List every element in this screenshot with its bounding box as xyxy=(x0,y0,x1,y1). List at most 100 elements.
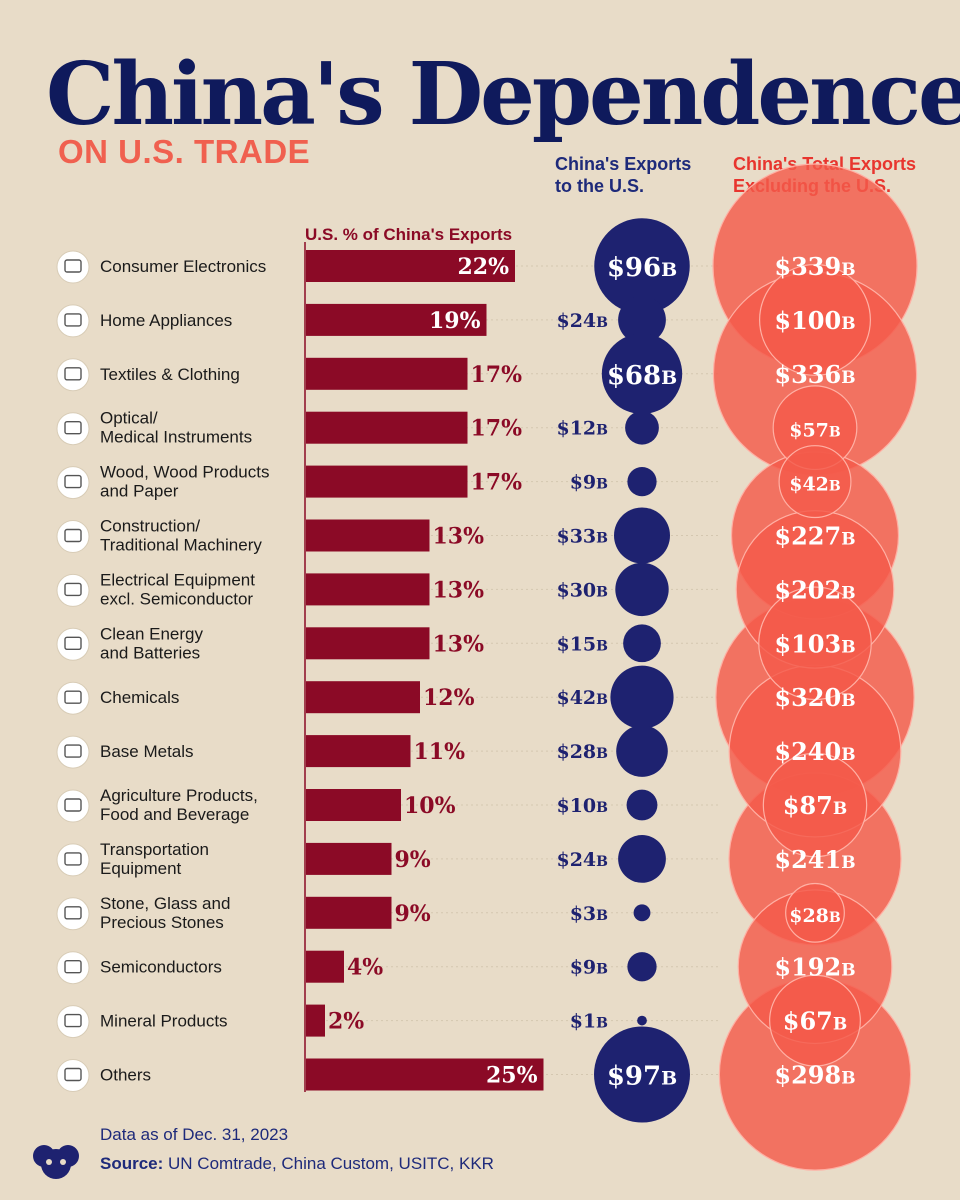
us-exports-bubble xyxy=(618,296,666,344)
total-exports-value-label: $103B xyxy=(774,629,855,658)
ex-value-labels: $339B$100B$336B$57B$42B$227B$202B$103B$3… xyxy=(774,252,855,1090)
total-exports-bubble xyxy=(759,263,871,376)
category-label: Electrical Equipment xyxy=(100,570,255,589)
total-exports-value-label: $28B xyxy=(789,905,841,927)
total-exports-value-label: $42B xyxy=(789,474,841,496)
category-label: Mineral Products xyxy=(100,1012,228,1031)
us-exports-bubble xyxy=(637,1015,647,1026)
us-exports-header-line2: to the U.S. xyxy=(555,176,644,196)
us-value-label: $9B xyxy=(570,957,608,979)
us-exports-bubble xyxy=(625,410,659,445)
category-label: Precious Stones xyxy=(100,913,224,932)
pct-label: 13% xyxy=(433,577,485,603)
total-exports-bubbles xyxy=(712,163,918,1171)
pct-label: 4% xyxy=(347,955,383,981)
category-label: Transportation xyxy=(100,840,209,859)
total-exports-bubble xyxy=(758,586,872,701)
pct-bar xyxy=(306,250,515,282)
category-label: Agriculture Products, xyxy=(100,786,258,805)
pct-bar xyxy=(306,303,487,336)
us-exports-bubble xyxy=(623,624,661,663)
logs-icon xyxy=(56,466,90,500)
sofa-icon xyxy=(56,304,90,338)
pct-label: 17% xyxy=(471,470,523,496)
window-icon xyxy=(56,897,90,931)
category-label: Consumer Electronics xyxy=(100,257,266,276)
source-line: Source: UN Comtrade, China Custom, USITC… xyxy=(100,1154,494,1174)
atom-icon xyxy=(56,681,90,715)
pct-bar xyxy=(306,627,430,660)
pct-bar xyxy=(306,519,430,552)
pct-label: 13% xyxy=(433,631,485,657)
pct-bar xyxy=(306,357,468,390)
us-exports-bubble xyxy=(594,218,690,314)
us-exports-bubble xyxy=(626,789,658,821)
pct-header: U.S. % of China's Exports xyxy=(305,225,513,244)
total-exports-bubble xyxy=(785,882,845,943)
source-text: UN Comtrade, China Custom, USITC, KKR xyxy=(163,1154,494,1173)
food-can-icon xyxy=(56,789,90,823)
category-label: and Paper xyxy=(100,482,179,501)
us-exports-bubble xyxy=(627,952,657,982)
pct-bar xyxy=(306,465,468,498)
category-label: Semiconductors xyxy=(100,958,222,977)
category-label: Home Appliances xyxy=(100,311,232,330)
pct-bar xyxy=(306,1058,544,1091)
us-exports-bubble xyxy=(633,904,651,922)
total-exports-value-label: $57B xyxy=(789,420,841,442)
metal-bars-icon xyxy=(56,735,90,769)
category-label: Base Metals xyxy=(100,742,194,761)
shirt-icon xyxy=(56,358,90,392)
us-value-label: $42B xyxy=(556,687,608,709)
category-label: Food and Beverage xyxy=(100,805,249,824)
pct-label: 22% xyxy=(457,254,509,280)
us-value-label: $24B xyxy=(556,310,608,332)
pct-label: 13% xyxy=(433,524,485,550)
category-label: Traditional Machinery xyxy=(100,536,262,555)
pct-bar xyxy=(306,896,392,929)
pct-label: 9% xyxy=(395,901,431,927)
pct-label: 2% xyxy=(328,1009,364,1035)
us-exports-header-line1: China's Exports xyxy=(555,154,692,174)
pct-label: 25% xyxy=(486,1063,538,1089)
pct-label: 9% xyxy=(395,847,431,873)
battery-icon xyxy=(56,627,90,661)
us-value-label: $24B xyxy=(556,849,608,871)
pct-label: 11% xyxy=(414,739,466,765)
category-label: Medical Instruments xyxy=(100,428,252,447)
pct-label: 12% xyxy=(423,685,475,711)
us-exports-bubble xyxy=(616,725,668,777)
pct-bar xyxy=(306,735,411,768)
data-date: Data as of Dec. 31, 2023 xyxy=(100,1125,289,1144)
pct-bar xyxy=(306,842,392,875)
category-label: Construction/ xyxy=(100,517,200,536)
us-exports-bubble xyxy=(594,1026,690,1123)
us-value-label: $33B xyxy=(556,526,608,548)
category-label: Chemicals xyxy=(100,688,179,707)
us-value-label: $28B xyxy=(556,741,608,763)
page-subtitle: ON U.S. TRADE xyxy=(58,133,311,170)
us-exports-bubble xyxy=(627,466,657,497)
total-exports-bubble xyxy=(762,752,868,858)
total-exports-bubble xyxy=(769,974,861,1067)
us-value-label: $15B xyxy=(556,633,608,655)
car-icon xyxy=(56,843,90,877)
category-label: Textiles & Clothing xyxy=(100,365,240,384)
pct-label: 17% xyxy=(471,416,523,442)
chip-icon xyxy=(56,951,90,985)
us-exports-bubble xyxy=(601,333,683,414)
category-label: Equipment xyxy=(100,859,182,878)
category-label: Clean Energy xyxy=(100,624,204,643)
crystal-icon xyxy=(56,1005,90,1039)
crane-icon xyxy=(56,520,90,553)
category-label: and Batteries xyxy=(100,643,200,662)
pct-bar xyxy=(306,789,401,821)
wheelchair-icon xyxy=(56,412,90,446)
outlet-icon xyxy=(56,573,90,607)
pct-bar xyxy=(306,681,420,714)
us-exports-bubbles xyxy=(594,218,690,1123)
us-value-label: $1B xyxy=(570,1011,608,1033)
pct-label: 10% xyxy=(404,793,456,819)
